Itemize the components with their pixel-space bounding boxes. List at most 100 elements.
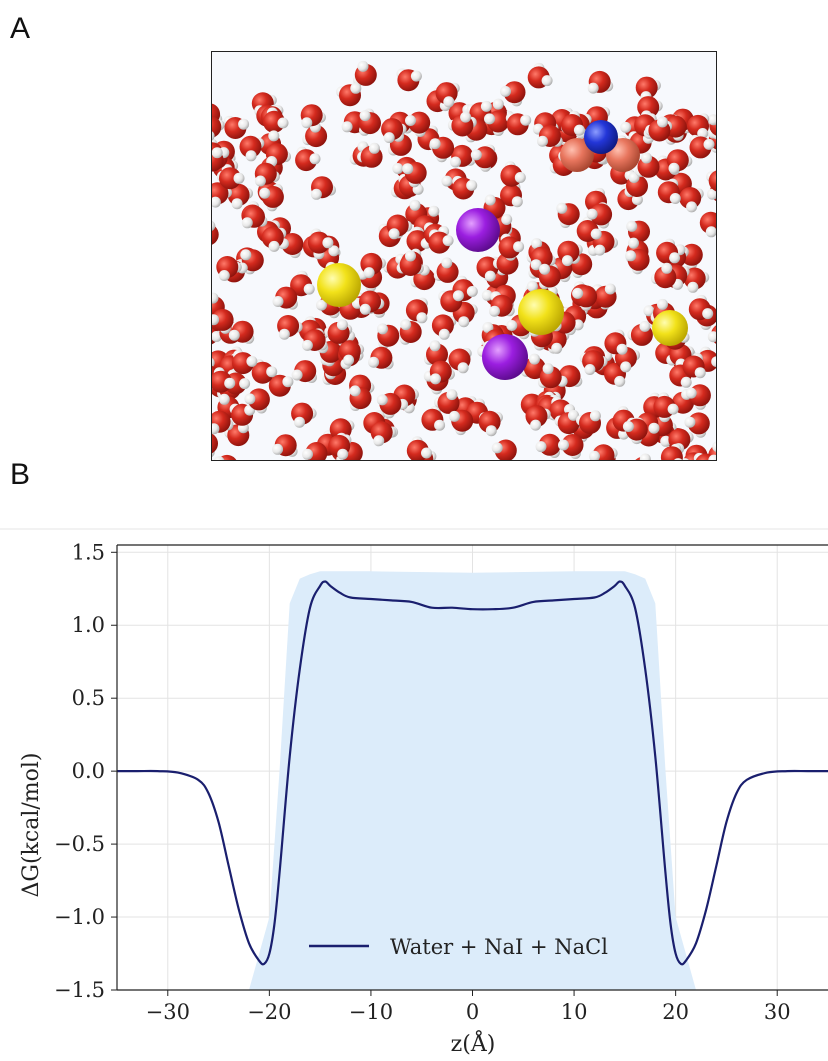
hydrogen-atom [514,172,526,183]
hydrogen-atom [680,376,692,388]
oxygen-atom [305,125,328,148]
hydrogen-atom [212,147,223,159]
hydrogen-atom [501,214,513,225]
molecular-snapshot [211,51,717,461]
hydrogen-atom [410,70,422,82]
sodium-ion [652,310,688,346]
hydrogen-atom [278,328,290,340]
density-band [233,571,712,990]
hydrogen-atom [442,235,454,247]
hydrogen-atom [460,111,472,123]
hydrogen-atom [402,163,414,175]
hydrogen-atom [239,378,251,390]
hydrogen-atom [466,179,478,191]
y-tick-label-5: 1.0 [72,613,105,637]
hydrogen-atom [584,364,596,375]
hydrogen-atom [254,175,266,187]
hydrogen-atom [224,377,236,389]
hydrogen-atom [594,244,606,256]
hydrogen-atom [291,369,303,381]
hydrogen-atom [376,394,388,406]
hydrogen-atom [212,314,220,326]
hydrogen-atom [694,367,706,379]
hydrogen-atom [359,110,371,122]
y-tick-label-0: −1.5 [54,978,105,1002]
hydrogen-atom [674,458,683,460]
hydrogen-atom [631,194,643,206]
hydrogen-atom [213,456,225,460]
hydrogen-atom [322,237,334,249]
hydrogen-atom [684,416,696,428]
hydrogen-atom [641,152,652,164]
hydrogen-atom [535,441,547,453]
hydrogen-atom [452,290,464,302]
hydrogen-atom [639,320,651,332]
hydrogen-atom [450,156,461,168]
hydrogen-atom [513,241,525,253]
hydrogen-atom [218,270,230,281]
hydrogen-atom [568,409,579,421]
hydrogen-atom [626,220,638,232]
oxygen-atom [503,81,526,104]
hydrogen-atom [686,201,698,213]
hydrogen-atom [350,82,362,94]
hydrogen-atom [702,308,714,320]
hydrogen-atom [282,376,294,388]
hydrogen-atom [466,286,478,297]
hydrogen-atom [667,403,679,415]
hydrogen-atom [272,296,284,307]
x-ticks: −30 −20 −10 0 10 20 30 [146,990,791,1024]
hydrogen-atom [556,202,568,214]
hydrogen-atom [240,249,252,261]
hydrogen-atom [589,450,600,460]
hydrogen-atom [484,270,496,282]
oxygen-atom [635,76,658,99]
hydrogen-atom [685,387,697,399]
hydrogen-atom [400,319,412,331]
hydrogen-atom [586,208,598,220]
y-tick-label-6: 1.5 [72,540,105,564]
hydrogen-atom [443,96,455,108]
hydrogen-atom [711,356,716,368]
hydrogen-atom [628,237,639,249]
hydrogen-atom [589,410,601,422]
hydrogen-atom [625,250,637,262]
hydrogen-atom [441,257,453,269]
y-ticks: −1.5 −1.0 −0.5 0.0 0.5 1.0 1.5 [54,540,117,1002]
oxygen-atom [561,434,584,456]
oxygen-atom [523,357,546,380]
hydrogen-atom [620,121,632,133]
hydrogen-atom [660,435,672,447]
hydrogen-atom [233,172,245,184]
oxygen-atom [219,167,241,190]
hydrogen-atom [430,373,441,385]
hydrogen-atom [707,114,716,126]
hydrogen-atom [669,252,681,264]
hydrogen-atom [266,366,278,378]
x-tick-label-0: −30 [146,1000,190,1024]
hydrogen-atom [530,259,542,271]
hydrogen-atom [212,358,215,368]
hydrogen-atom [480,100,492,112]
sodium-ion [317,263,361,307]
oxygen-atom [436,260,459,283]
hydrogen-atom [212,220,216,231]
hydrogen-atom [446,389,458,401]
nitrogen-atom [584,120,618,154]
y-tick-label-2: −0.5 [54,832,105,856]
hydrogen-atom [212,131,215,141]
hydrogen-atom [657,298,668,310]
hydrogen-atom [587,82,599,94]
x-tick-label-3: 0 [466,1000,479,1024]
hydrogen-atom [526,280,538,292]
iodide-ion [456,208,500,252]
oxygen-atom [525,405,548,428]
oxygen-atom [212,308,234,331]
hydrogen-atom [409,199,421,211]
x-axis-label: z(Å) [451,1029,496,1057]
hydrogen-atom [531,238,543,250]
hydrogen-atom [336,319,348,331]
hydrogen-atom [551,342,563,354]
hydrogen-atom [405,250,416,262]
oxygen-atom [251,361,274,384]
